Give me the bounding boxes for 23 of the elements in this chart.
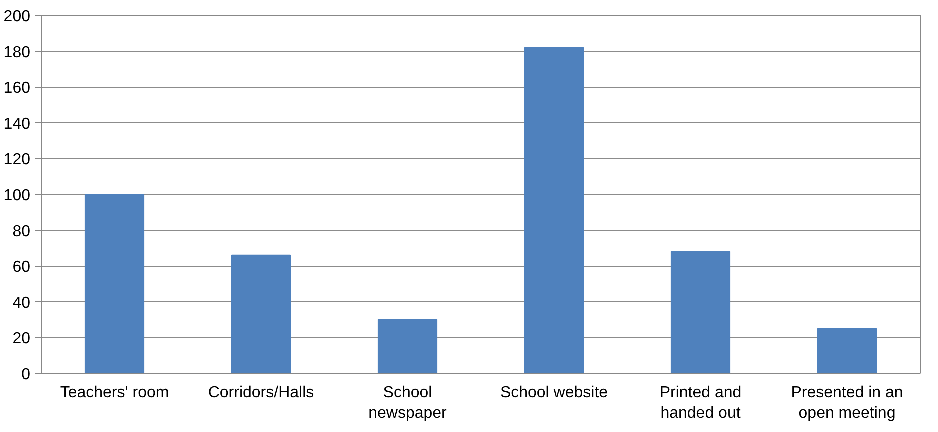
x-tick-label: School website xyxy=(500,384,608,402)
bar xyxy=(84,194,145,374)
y-tick-label: 100 xyxy=(4,188,31,204)
y-tick-label: 40 xyxy=(12,294,31,312)
y-tick-label: 20 xyxy=(12,330,31,348)
y-tick-label: 80 xyxy=(12,223,31,240)
bar xyxy=(670,251,731,374)
y-tick-label: 140 xyxy=(4,116,31,133)
x-tick-label: Presented in an open meeting xyxy=(791,384,904,422)
y-tick-label: 200 xyxy=(4,8,31,26)
y-tick-label: 120 xyxy=(4,152,31,169)
bar xyxy=(817,328,878,374)
x-tick-label: Corridors/Halls xyxy=(208,384,314,402)
bar xyxy=(231,254,292,374)
y-tick-label: 160 xyxy=(4,80,31,98)
x-tick-label: School newspaper xyxy=(368,384,448,422)
y-tick-label: 60 xyxy=(12,259,31,276)
x-tick-label: Teachers' room xyxy=(60,384,170,402)
bar xyxy=(524,47,584,374)
y-tick-label: 180 xyxy=(4,44,31,62)
x-tick-label: Printed and handed out xyxy=(660,384,742,422)
bar xyxy=(378,319,438,374)
y-tick-label: 0 xyxy=(22,366,31,384)
